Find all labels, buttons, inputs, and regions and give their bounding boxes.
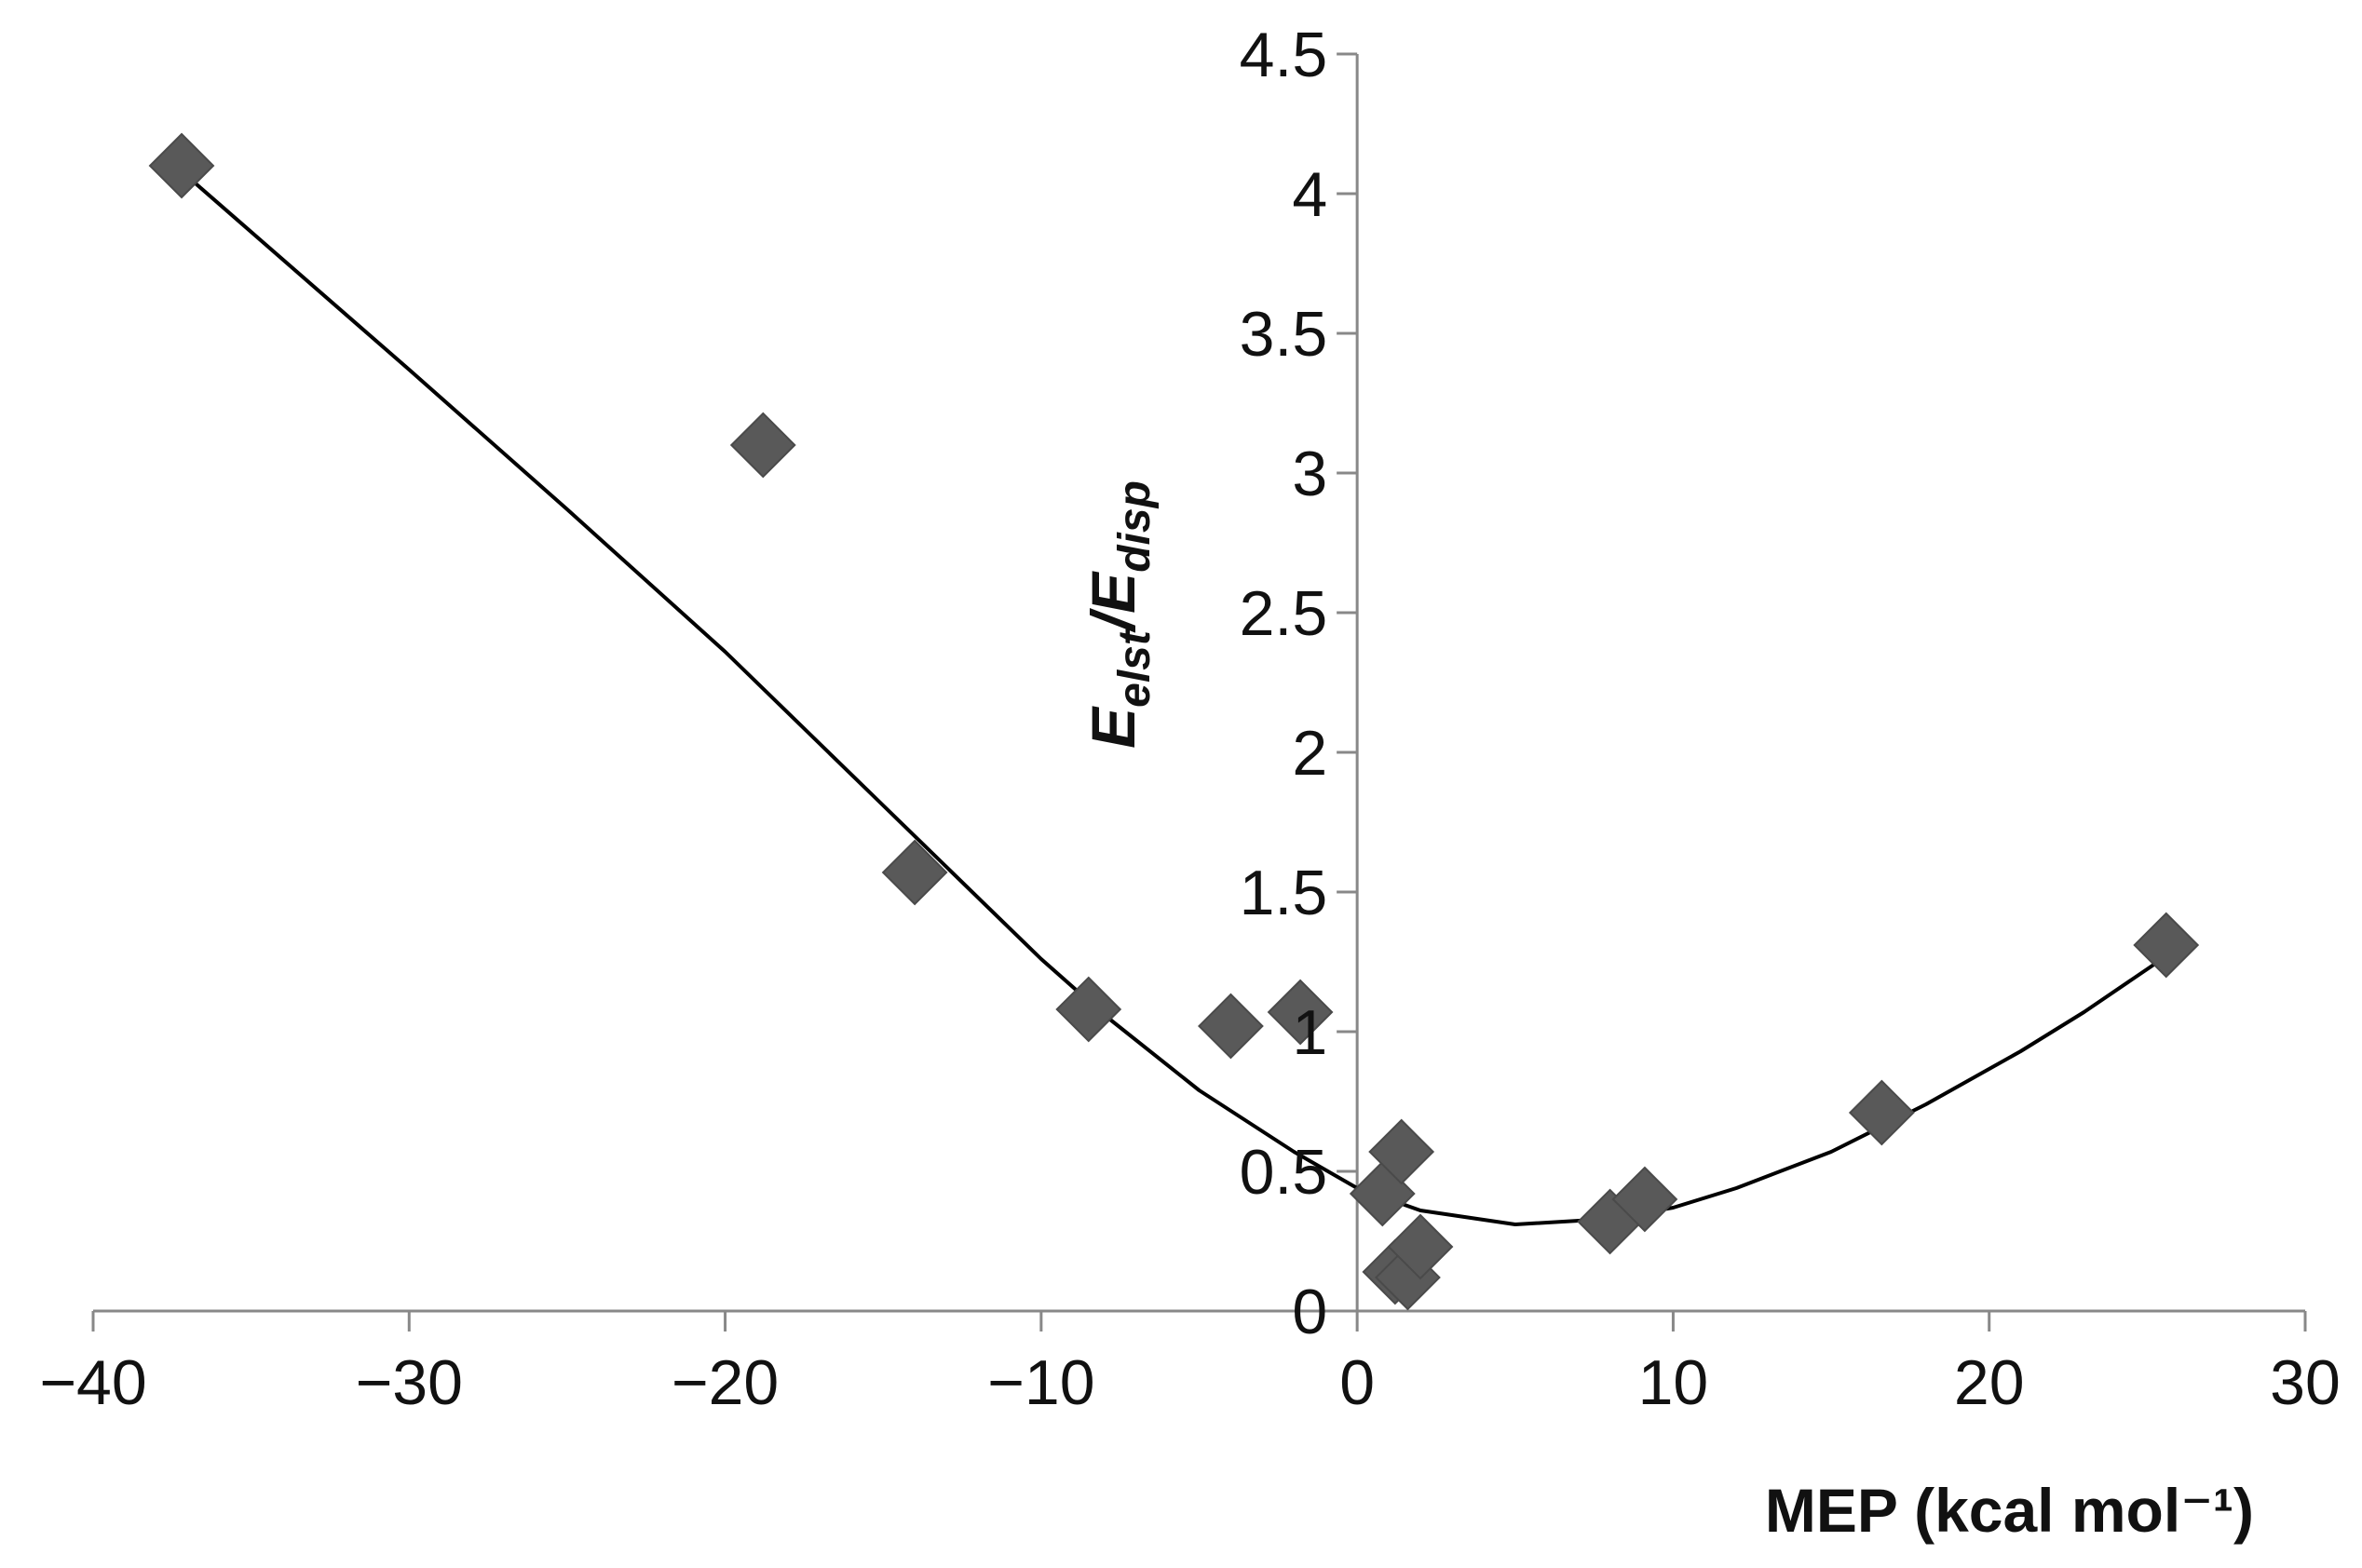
data-point	[1055, 976, 1122, 1043]
y-tick-label: 2	[1292, 718, 1327, 789]
data-point	[1349, 1160, 1416, 1227]
x-tick-label: 30	[2270, 1347, 2341, 1418]
y-tick-label: 1.5	[1240, 858, 1328, 928]
data-point	[881, 839, 948, 906]
x-tick-label: 20	[1954, 1347, 2025, 1418]
x-tick-label: −10	[987, 1347, 1094, 1418]
data-point	[1611, 1166, 1678, 1233]
y-tick-label: 0	[1292, 1277, 1327, 1347]
y-tick-label: 2.5	[1240, 578, 1328, 649]
data-point	[1368, 1118, 1435, 1185]
data-point	[148, 132, 215, 199]
data-points	[148, 132, 2200, 1311]
y-axis-title-sub-2: disp	[1110, 480, 1160, 573]
x-axis-title: MEP (kcal mol⁻¹)	[1765, 1476, 2254, 1545]
y-axis-title: Eelst/Edisp	[1079, 480, 1160, 749]
x-tick-label: −20	[672, 1347, 779, 1418]
data-point	[2133, 912, 2200, 979]
y-tick-label: 1	[1292, 997, 1327, 1068]
data-point	[729, 412, 796, 479]
y-tick-label: 4	[1292, 159, 1327, 230]
data-point	[1198, 993, 1264, 1060]
tick-labels: −40 −30 −20 −10 0 10 20 30 0 0.5 1 1.5 2 2.5 3 3.5 4 4.5	[39, 20, 2341, 1418]
y-axis-title-sub-1: elst	[1110, 629, 1160, 708]
y-axis-title-main-1: E	[1079, 706, 1147, 749]
x-tick-label: 10	[1638, 1347, 1709, 1418]
y-tick-label: 4.5	[1240, 20, 1328, 90]
data-point	[1387, 1213, 1454, 1280]
data-point	[1267, 979, 1334, 1046]
axes	[91, 52, 2307, 1331]
x-tick-label: 0	[1339, 1347, 1375, 1418]
trendline	[180, 169, 2167, 1226]
y-tick-label: 3	[1292, 439, 1327, 509]
data-point	[1848, 1079, 1915, 1146]
y-tick-label: 0.5	[1240, 1137, 1328, 1208]
y-axis-title-main-2: E	[1079, 571, 1147, 614]
x-tick-label: −40	[39, 1347, 146, 1418]
y-tick-label: 3.5	[1240, 299, 1328, 370]
trendline-group	[180, 169, 2167, 1226]
x-tick-label: −30	[356, 1347, 463, 1418]
